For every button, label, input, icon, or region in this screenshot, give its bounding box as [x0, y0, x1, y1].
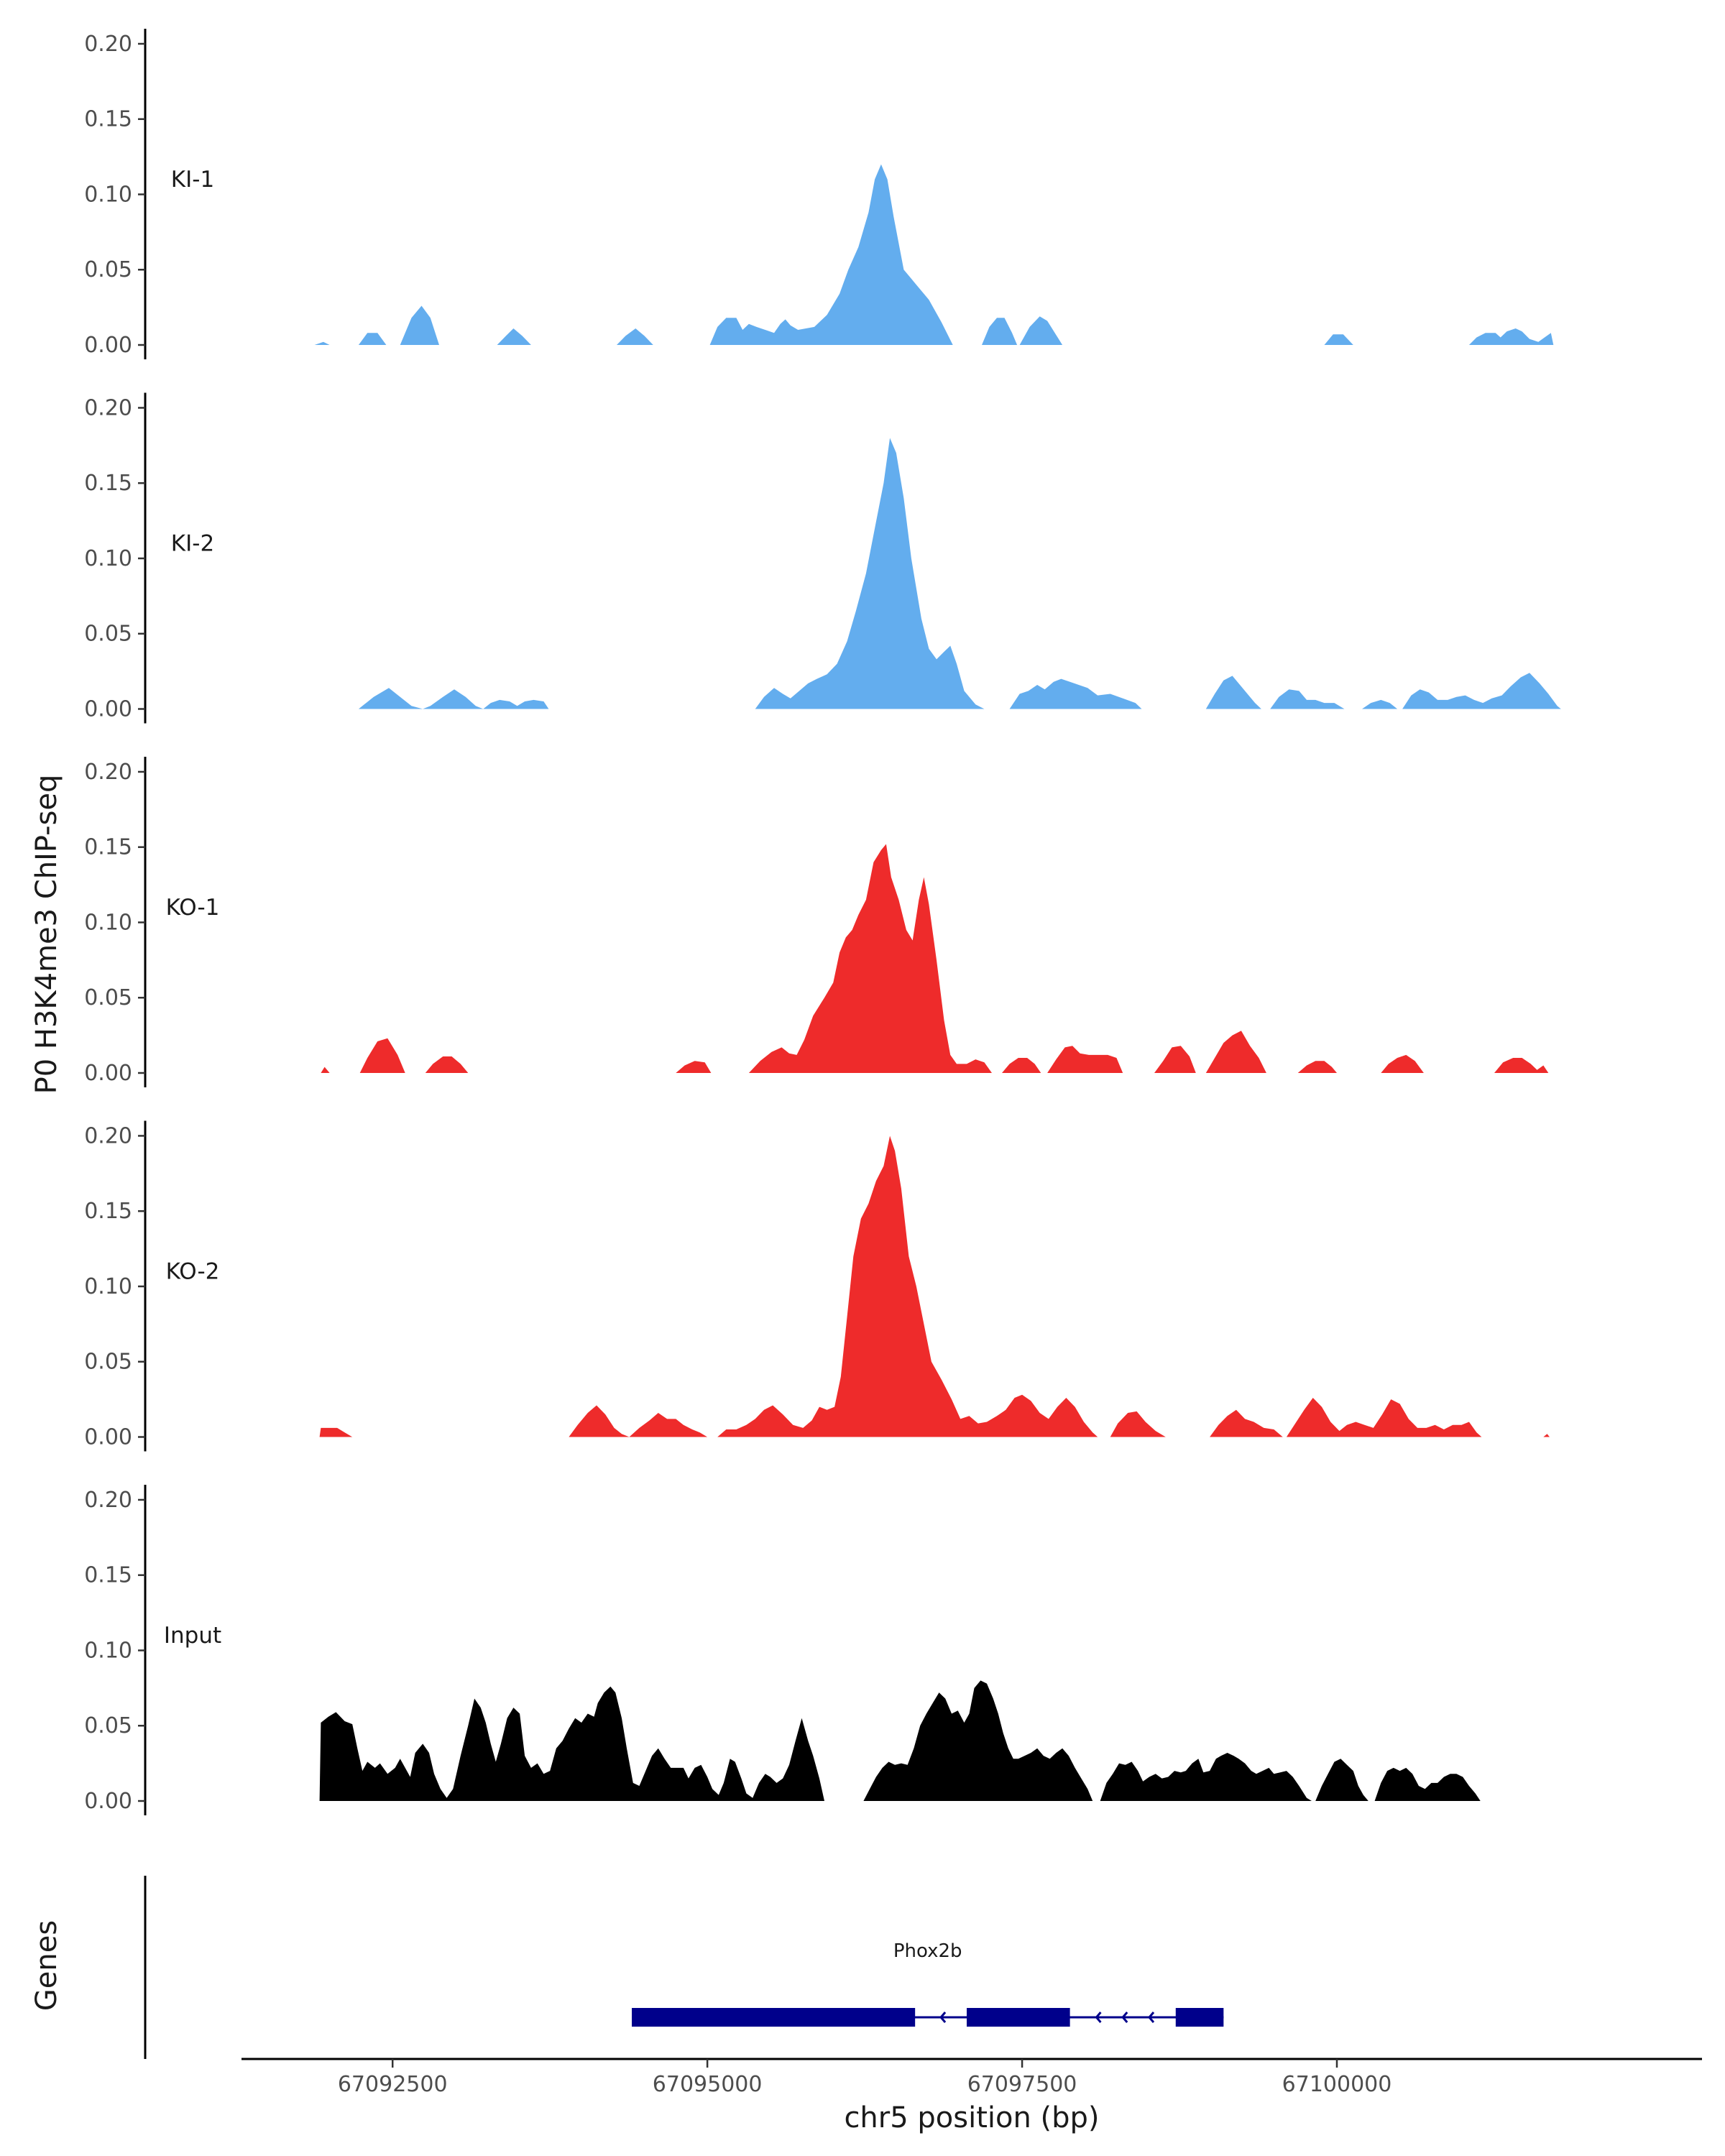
- track-input-y-tick-label: 0.10: [84, 1638, 132, 1663]
- track-input-y-tick-label: 0.15: [84, 1563, 132, 1588]
- track-ko-1-y-tick-label: 0.05: [84, 985, 132, 1010]
- track-ki-1-area-4: [497, 328, 531, 345]
- track-ko-2-y-tick-label: 0.15: [84, 1199, 132, 1224]
- x-tick-label: 67100000: [1282, 2072, 1392, 2097]
- gene-exons: [632, 2008, 1224, 2027]
- y-axis-title: P0 H3K4me3 ChIP-seq: [30, 775, 63, 1095]
- track-ko-2-area-3: [717, 1135, 1098, 1437]
- track-ko-2-area-6: [1286, 1398, 1482, 1437]
- track-ko-2-area-1: [319, 1427, 353, 1437]
- gene-exon-1: [632, 2008, 916, 2027]
- track-ko-1-area-11: [1381, 1054, 1424, 1073]
- x-axis-ticks: 67092500 67095000 67097500 67100000: [338, 2059, 1392, 2097]
- x-axis-title: chr5 position (bp): [844, 2101, 1099, 2134]
- track-ko-2-area-5: [1210, 1409, 1283, 1437]
- track-ko-2-y-tick-label: 0.00: [84, 1425, 132, 1450]
- track-ko-1-y-tick-label: 0.15: [84, 835, 132, 860]
- track-input-y-tick-label: 0.05: [84, 1713, 132, 1738]
- track-ko-1-area-4: [676, 1061, 712, 1073]
- x-axis: 67092500 67095000 67097500 67100000 chr5 po…: [242, 2058, 1702, 2134]
- track-input-label: Input: [164, 1623, 221, 1649]
- track-ko-2-area-2: [569, 1405, 708, 1437]
- track-ko-1-area-12: [1494, 1058, 1549, 1073]
- track-ki-2-y-tick-label: 0.00: [84, 697, 132, 722]
- track-input-area-5: [1374, 1767, 1481, 1801]
- track-ki-2-area-3: [1009, 678, 1142, 709]
- track-ko-1-area-3: [425, 1056, 469, 1073]
- genes-axis-title: Genes: [30, 1920, 63, 2011]
- track-ko-1-area-10: [1297, 1061, 1337, 1073]
- track-ko-2-label: KO-2: [166, 1259, 220, 1285]
- track-input-area-3: [1100, 1753, 1312, 1801]
- track-ki-2-y-tick-label: 0.10: [84, 546, 132, 571]
- track-ko-1-y-tick-label: 0.10: [84, 910, 132, 935]
- track-ki-1-area-3: [400, 305, 439, 345]
- track-ki-1-y-tick-label: 0.10: [84, 182, 132, 207]
- track-ki-2-area-2: [755, 438, 985, 709]
- track-ki-2-area-5: [1270, 689, 1353, 709]
- track-ko-1-area-1: [321, 1067, 330, 1073]
- track-ki-2-area-7: [1402, 673, 1561, 709]
- track-ki-1-area-8: [1019, 316, 1063, 345]
- track-ki-1-area-1: [314, 341, 330, 345]
- track-ki-2-area-6: [1362, 699, 1398, 709]
- track-ko-2: 0.00 0.05 0.10 0.15 0.20 KO-2: [84, 1120, 1550, 1452]
- track-input: 0.00 0.05 0.10 0.15 0.20 Input: [84, 1485, 1481, 1815]
- x-tick-label: 67092500: [338, 2072, 448, 2097]
- track-input-area-2: [863, 1680, 1093, 1801]
- track-ki-2-y-tick-label: 0.15: [84, 471, 132, 496]
- track-ki-1-y-tick-label: 0.20: [84, 32, 132, 57]
- track-ko-2-y-tick-label: 0.05: [84, 1350, 132, 1375]
- gene-exon-3: [1175, 2008, 1224, 2027]
- track-ki-2-area-4: [1205, 676, 1261, 709]
- track-ki-1: 0.00 0.05 0.10 0.15 0.20 KI-1: [84, 29, 1554, 359]
- track-ko-1-y-tick-label: 0.20: [84, 760, 132, 785]
- gene-exon-2: [966, 2008, 1070, 2027]
- track-ki-1-area-5: [617, 328, 653, 345]
- track-ko-1-label: KO-1: [166, 895, 220, 921]
- track-input-y-tick-label: 0.00: [84, 1789, 132, 1814]
- gene-strand-arrow-icon: [939, 2012, 947, 2023]
- track-ko-1-area-7: [1047, 1046, 1123, 1073]
- track-ki-1-y-tick-label: 0.05: [84, 257, 132, 282]
- track-ko-2-area-7: [1543, 1434, 1550, 1437]
- track-ki-2-area-1: [358, 688, 549, 709]
- track-ki-1-y-tick-label: 0.00: [84, 333, 132, 358]
- track-ki-1-area-10: [1468, 328, 1554, 345]
- track-ko-1-area-9: [1205, 1031, 1266, 1073]
- track-ki-1-label: KI-1: [171, 167, 214, 193]
- track-ko-2-y-tick-label: 0.20: [84, 1123, 132, 1148]
- gene-strand-arrow-icon: [1095, 2012, 1102, 2023]
- track-ko-1: 0.00 0.05 0.10 0.15 0.20 KO-1: [84, 757, 1549, 1087]
- gene-strand-arrows: [939, 2012, 1155, 2023]
- track-ki-1-y-tick-label: 0.15: [84, 107, 132, 132]
- x-tick-label: 67097500: [967, 2072, 1077, 2097]
- track-ko-1-area-2: [359, 1038, 405, 1073]
- track-ki-1-area-6: [709, 164, 953, 345]
- track-input-y-tick-label: 0.20: [84, 1488, 132, 1513]
- track-ki-2-label: KI-2: [171, 531, 214, 557]
- track-ko-2-y-tick-label: 0.10: [84, 1274, 132, 1299]
- track-ki-2-y-tick-label: 0.05: [84, 622, 132, 647]
- track-input-area-4: [1315, 1759, 1368, 1801]
- track-ki-1-area-7: [982, 318, 1018, 345]
- track-ki-1-area-9: [1324, 334, 1353, 345]
- track-input-area-1: [319, 1686, 825, 1801]
- track-ko-1-area-6: [1002, 1058, 1041, 1073]
- track-ki-2-y-tick-label: 0.20: [84, 395, 132, 420]
- track-ko-1-area-5: [748, 844, 992, 1073]
- track-ko-2-area-4: [1110, 1411, 1166, 1437]
- x-tick-label: 67095000: [653, 2072, 763, 2097]
- tracks: 0.00 0.05 0.10 0.15 0.20 KI-1 0.00 0.05 0.10 0.15…: [84, 29, 1561, 1815]
- gene-name-label: Phox2b: [893, 1940, 962, 1962]
- gene-panel: Phox2b: [144, 1876, 1224, 2059]
- track-ko-1-y-tick-label: 0.00: [84, 1061, 132, 1086]
- track-ko-1-area-8: [1154, 1046, 1196, 1073]
- gene-strand-arrow-icon: [1121, 2012, 1128, 2023]
- gene-strand-arrow-icon: [1148, 2012, 1155, 2023]
- track-ki-1-area-2: [358, 333, 387, 345]
- track-ki-2: 0.00 0.05 0.10 0.15 0.20 KI-2: [84, 392, 1561, 724]
